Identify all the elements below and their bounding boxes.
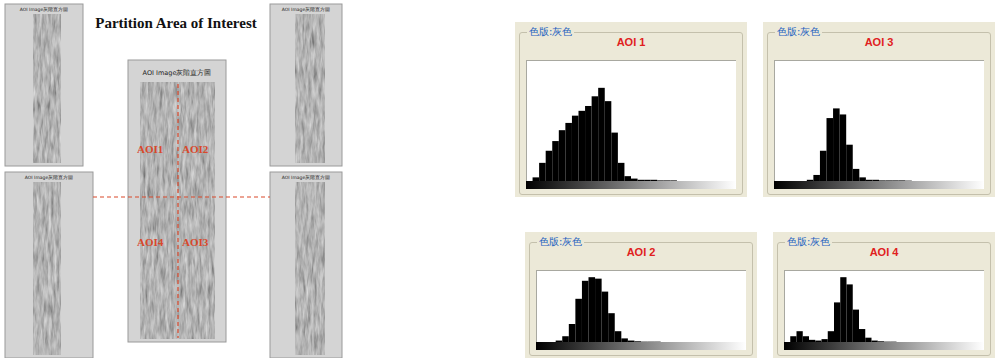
svg-text:AOI1: AOI1 xyxy=(137,143,163,155)
html-text:AOI 4: AOI 4 xyxy=(869,246,899,258)
svg-text:AOI3: AOI3 xyxy=(182,236,209,248)
svg-text:AOI Image灰階直方圖: AOI Image灰階直方圖 xyxy=(143,69,212,77)
svg-text:AOI2: AOI2 xyxy=(182,143,209,155)
html-text:色版:灰色: 色版:灰色 xyxy=(787,236,831,247)
html-text:色版:灰色: 色版:灰色 xyxy=(529,26,573,37)
html-text:AOI 3: AOI 3 xyxy=(864,36,894,48)
svg-text:Partition Area of Interest: Partition Area of Interest xyxy=(95,15,257,31)
html-text:AOI 2: AOI 2 xyxy=(626,246,656,258)
svg-text:AOI Image灰階直方圖: AOI Image灰階直方圖 xyxy=(25,174,73,180)
html-text:色版:灰色: 色版:灰色 xyxy=(539,236,583,247)
svg-text:AOI Image灰階直方圖: AOI Image灰階直方圖 xyxy=(20,6,68,12)
svg-text:AOI Image灰階直方圖: AOI Image灰階直方圖 xyxy=(282,174,330,180)
svg-text:AOI Image灰階直方圖: AOI Image灰階直方圖 xyxy=(282,6,330,12)
svg-text:AOI4: AOI4 xyxy=(137,236,164,248)
html-text:色版:灰色: 色版:灰色 xyxy=(777,26,821,37)
html-text:AOI 1: AOI 1 xyxy=(616,36,646,48)
